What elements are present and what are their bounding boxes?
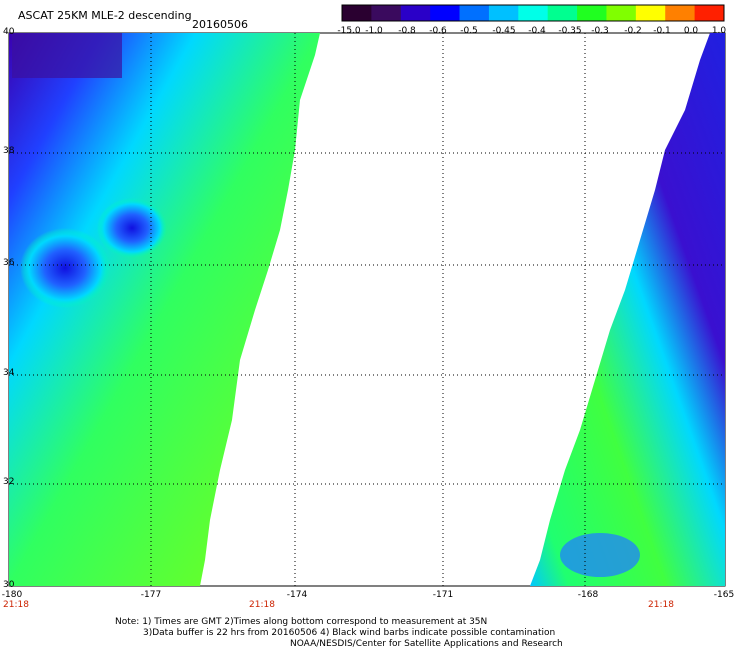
colorbar-swatch bbox=[694, 5, 725, 21]
lat-label: 30 bbox=[3, 580, 15, 590]
low-value-region bbox=[20, 228, 110, 308]
gridlines bbox=[9, 33, 725, 586]
colorbar-swatch bbox=[606, 5, 637, 21]
colorbar-tick-label: -0.35 bbox=[558, 26, 582, 36]
footer-note-line-2: 3)Data buffer is 22 hrs from 20160506 4)… bbox=[143, 628, 556, 638]
low-value-region bbox=[560, 533, 640, 577]
lon-label: -171 bbox=[432, 590, 454, 600]
footer-credit: NOAA/NESDIS/Center for Satellite Applica… bbox=[290, 639, 563, 649]
lon-label: -177 bbox=[140, 590, 162, 600]
lon-label: -168 bbox=[577, 590, 599, 600]
colorbar-border bbox=[341, 4, 725, 22]
lon-label: -165 bbox=[713, 590, 735, 600]
footer-note-line-1: Note: 1) Times are GMT 2)Times along bot… bbox=[115, 617, 488, 627]
colorbar-tick-label: -15.0 bbox=[337, 26, 361, 36]
colorbar-swatch bbox=[430, 5, 461, 21]
colorbar-swatch bbox=[577, 5, 607, 21]
lat-label: 38 bbox=[3, 146, 15, 156]
time-label: 21:18 bbox=[648, 600, 674, 610]
right-swath bbox=[530, 33, 725, 586]
colorbar-swatch bbox=[547, 5, 578, 21]
colorbar-tick-label: -0.6 bbox=[429, 26, 447, 36]
colorbar-tick-label: 1.0 bbox=[711, 26, 727, 36]
colorbar bbox=[341, 4, 725, 22]
lat-label: 36 bbox=[3, 258, 15, 268]
colorbar-swatch bbox=[635, 5, 666, 21]
colorbar-tick-label: -0.8 bbox=[398, 26, 416, 36]
colorbar-swatch bbox=[518, 5, 549, 21]
lat-label: 32 bbox=[3, 477, 15, 487]
lat-label: 34 bbox=[3, 368, 15, 378]
lon-label: -180 bbox=[1, 590, 23, 600]
colorbar-swatch bbox=[488, 5, 519, 21]
time-label: 21:18 bbox=[249, 600, 275, 610]
map-title: ASCAT 25KM MLE-2 descending bbox=[18, 9, 192, 22]
colorbar-swatch bbox=[400, 5, 431, 21]
low-value-region bbox=[97, 198, 167, 258]
lat-label: 40 bbox=[3, 27, 15, 37]
time-label: 21:18 bbox=[3, 600, 29, 610]
map-date: 20160506 bbox=[192, 18, 248, 31]
lon-label: -174 bbox=[286, 590, 308, 600]
colorbar-tick-label: -0.45 bbox=[492, 26, 516, 36]
low-value-region bbox=[12, 33, 122, 78]
colorbar-swatch bbox=[459, 5, 490, 21]
colorbar-swatch bbox=[342, 5, 372, 21]
colorbar-tick-label: -1.0 bbox=[365, 26, 383, 36]
colorbar-swatch bbox=[371, 5, 402, 21]
colorbar-swatch bbox=[665, 5, 696, 21]
colorbar-tick-label: -0.2 bbox=[624, 26, 642, 36]
colorbar-tick-label: -0.4 bbox=[528, 26, 546, 36]
left-swath bbox=[9, 33, 320, 586]
colorbar-tick-label: -0.5 bbox=[460, 26, 478, 36]
colorbar-tick-label: 0.0 bbox=[683, 26, 699, 36]
colorbar-tick-label: -0.1 bbox=[653, 26, 671, 36]
colorbar-tick-label: -0.3 bbox=[591, 26, 609, 36]
